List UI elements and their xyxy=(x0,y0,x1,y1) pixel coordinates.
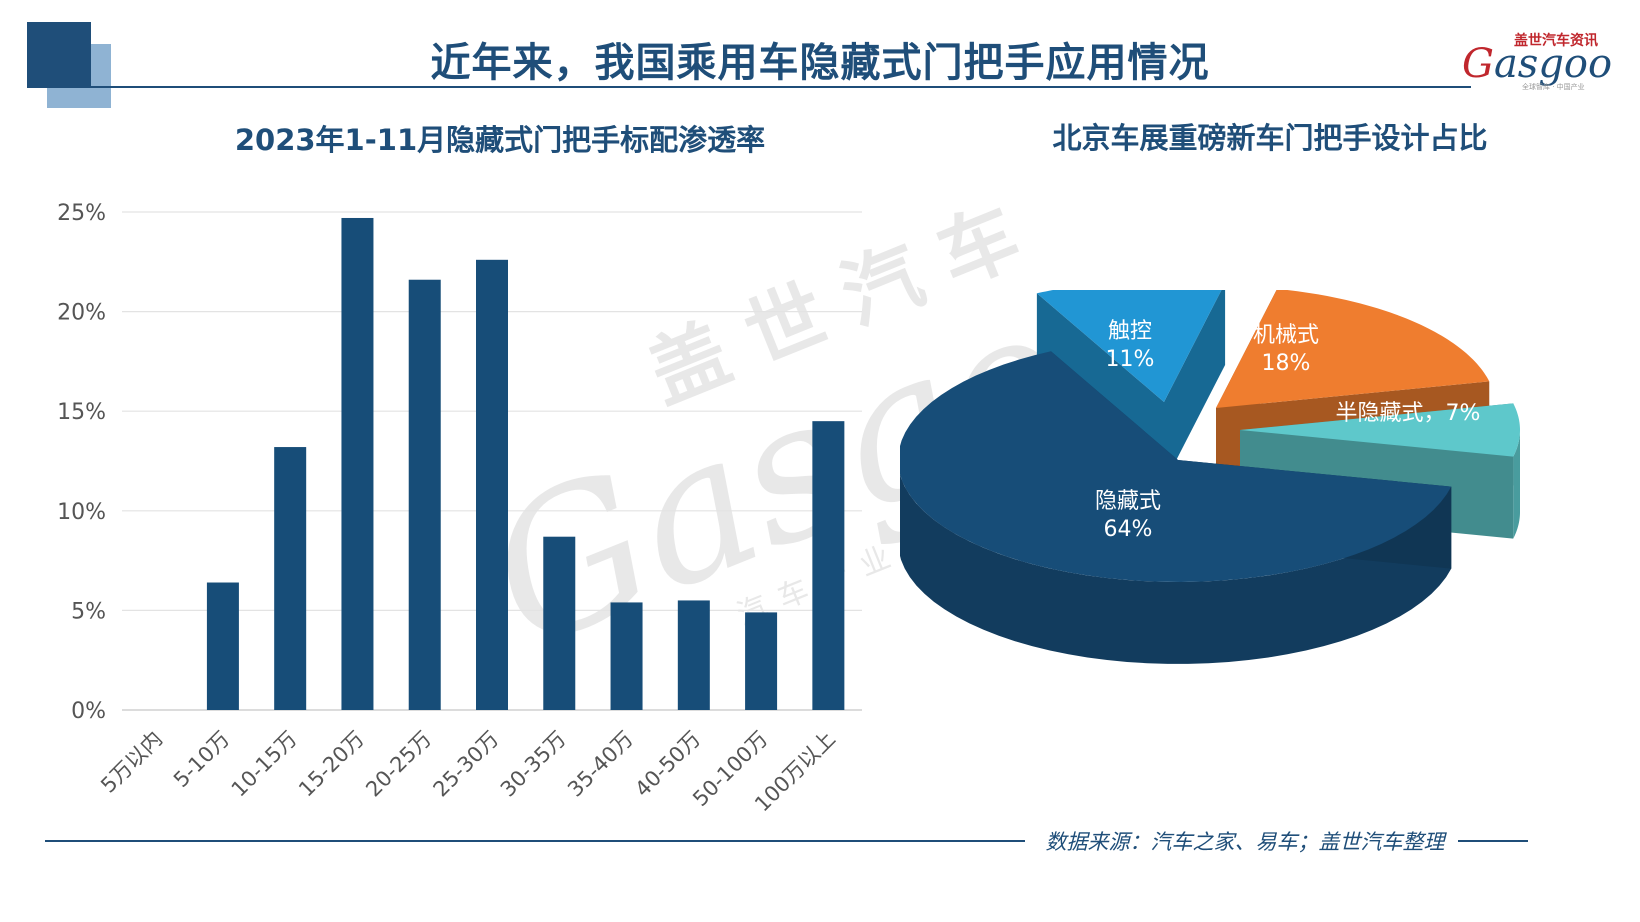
x-tick-label: 35-40万 xyxy=(563,727,638,802)
pie-label: 机械式 xyxy=(1253,323,1319,348)
x-tick-label: 5万以内 xyxy=(96,727,167,798)
y-tick-label: 15% xyxy=(57,400,106,425)
x-tick-label: 10-15万 xyxy=(227,727,302,802)
logo-cn-text: 盖世汽车资讯 xyxy=(1514,33,1598,49)
bar xyxy=(610,602,643,710)
bar xyxy=(274,447,307,710)
pie-slice xyxy=(900,351,1452,664)
bar xyxy=(677,600,710,710)
y-tick-label: 20% xyxy=(57,301,106,326)
page-title: 近年来，我国乘用车隐藏式门把手应用情况 xyxy=(430,40,1210,86)
y-tick-label: 0% xyxy=(71,699,106,724)
pie-percent: 64% xyxy=(1104,517,1153,542)
pie-percent: 18% xyxy=(1262,351,1311,376)
bar xyxy=(341,217,374,710)
bar xyxy=(408,279,441,710)
pie-chart-title: 北京车展重磅新车门把手设计占比 xyxy=(1052,121,1488,155)
footer-rule-left xyxy=(45,840,1025,842)
bar xyxy=(206,582,239,710)
pie-label: 半隐藏式，7% xyxy=(1336,401,1481,426)
logo-tagline: 全球智库 · 中国产业 xyxy=(1522,83,1585,91)
y-tick-label: 10% xyxy=(57,500,106,525)
y-tick-label: 25% xyxy=(57,201,106,226)
bar-chart: 0% 5% 10% 15% 20% 25% 5万以内 5-10万10-15万15-20万20-… xyxy=(57,201,862,816)
x-tick-label: 5-10万 xyxy=(169,727,235,793)
pie-label: 触控 xyxy=(1108,319,1152,344)
x-tick-label: 20-25万 xyxy=(361,727,436,802)
bar xyxy=(476,259,508,710)
bar xyxy=(543,536,576,710)
bar-chart-title: 2023年1-11月隐藏式门把手标配渗透率 xyxy=(234,123,766,157)
gasgoo-logo: 盖世汽车资讯 Gasgoo 全球智库 · 中国产业 xyxy=(1452,30,1622,92)
pie-chart: 隐藏式 64% 触控 11% 机械式 18% 半隐藏式，7% xyxy=(900,290,1520,664)
x-tick-label: 30-35万 xyxy=(496,727,571,802)
footer-rule-right xyxy=(1458,840,1528,842)
title-decoration-dark xyxy=(27,22,91,88)
x-tick-label: 25-30万 xyxy=(429,727,504,802)
bar xyxy=(745,612,778,710)
pie-percent: 11% xyxy=(1106,347,1155,372)
x-tick-label: 15-20万 xyxy=(294,727,369,802)
pie-label: 隐藏式 xyxy=(1095,489,1161,514)
bar xyxy=(812,421,845,710)
logo-wordmark: Gasgoo xyxy=(1462,41,1613,87)
source-note: 数据来源：汽车之家、易车；盖世汽车整理 xyxy=(1045,830,1445,854)
y-tick-label: 5% xyxy=(71,599,106,624)
title-underline xyxy=(91,86,1471,88)
